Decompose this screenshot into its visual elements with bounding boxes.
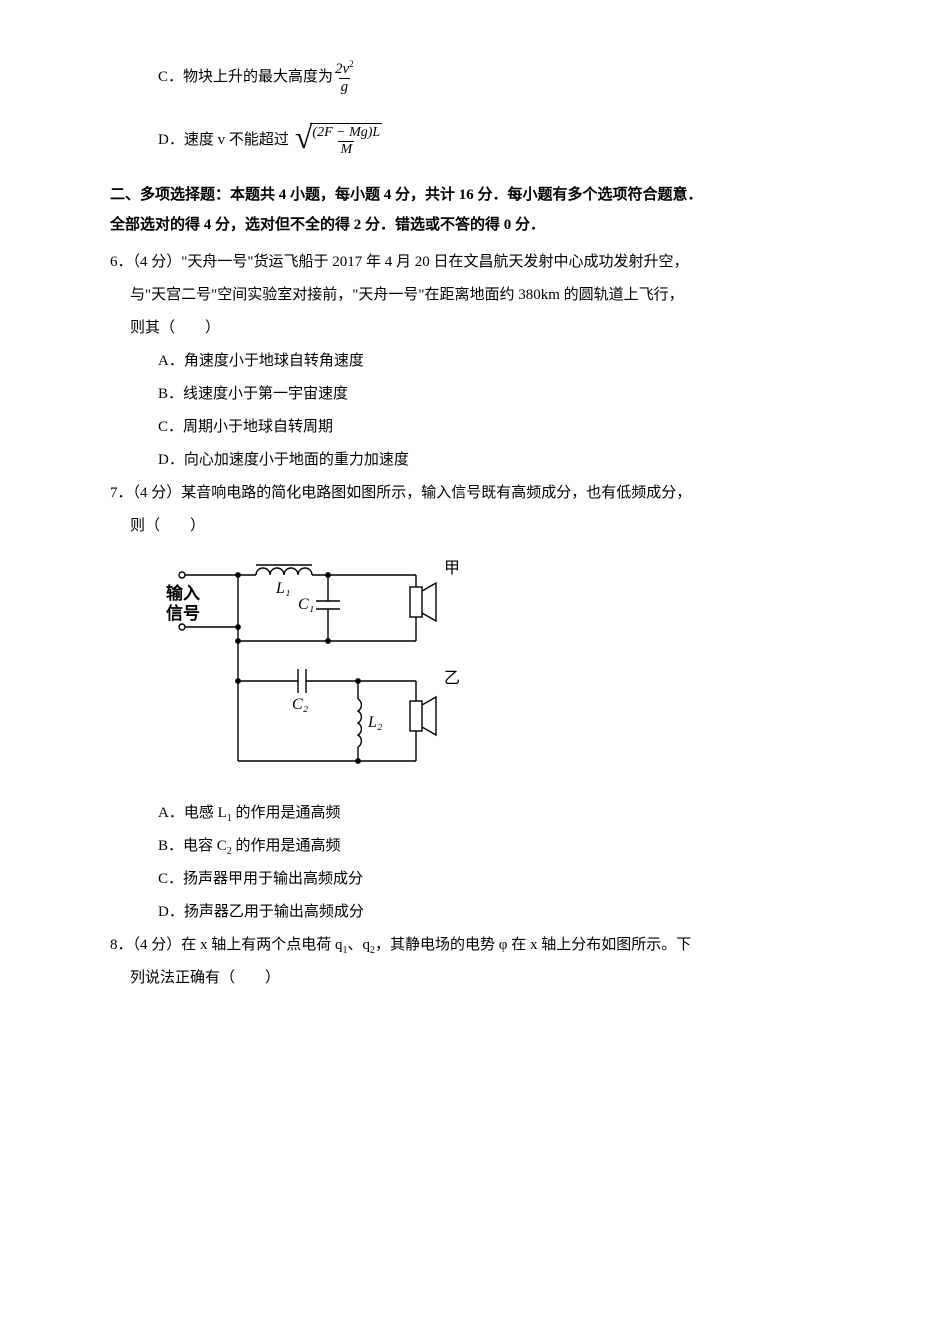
q6-stem-line1: 6．（4 分）"天舟一号"货运飞船于 2017 年 4 月 20 日在文昌航天发…	[162, 246, 860, 279]
q6-option-c: C．周期小于地球自转周期	[158, 411, 860, 444]
q5-c-formula: 2v2 g	[335, 60, 354, 95]
svg-text:L₁: L₁	[275, 580, 290, 597]
circuit-svg: 输入 信号 L₁ C₁ C₂ L₂ 甲 乙	[158, 551, 468, 776]
q7-option-c: C．扬声器甲用于输出高频成分	[158, 863, 860, 896]
q8-stem-line1: 8．（4 分）在 x 轴上有两个点电荷 q1、q2，其静电场的电势 φ 在 x …	[162, 929, 860, 962]
q7-option-d: D．扬声器乙用于输出高频成分	[158, 896, 860, 929]
svg-text:C₂: C₂	[292, 696, 309, 713]
svg-text:L₂: L₂	[367, 714, 383, 731]
q6-stem-line2: 与"天宫二号"空间实验室对接前，"天舟一号"在距离地面约 380km 的圆轨道上…	[130, 279, 860, 312]
q5-d-text: 速度 v 不能超过	[184, 132, 289, 148]
q5-option-c: C．物块上升的最大高度为 2v2 g	[158, 60, 860, 95]
q5-d-label: D．	[158, 132, 184, 148]
q6-option-d: D．向心加速度小于地面的重力加速度	[158, 444, 860, 477]
q6-option-b: B．线速度小于第一宇宙速度	[158, 378, 860, 411]
svg-text:输入: 输入	[166, 583, 200, 603]
q7-option-a: A．电感 L1 的作用是通高频	[158, 797, 860, 830]
svg-text:信号: 信号	[166, 603, 200, 623]
q5-option-d: D．速度 v 不能超过 √ (2F − Mg)L M	[158, 123, 860, 158]
section2-header: 二、多项选择题：本题共 4 小题，每小题 4 分，共计 16 分．每小题有多个选…	[110, 180, 860, 240]
q7-stem-line1: 7．（4 分）某音响电路的简化电路图如图所示，输入信号既有高频成分，也有低频成分…	[162, 477, 860, 510]
q6-option-a: A．角速度小于地球自转角速度	[158, 345, 860, 378]
svg-text:甲: 甲	[444, 560, 460, 577]
svg-text:C₁: C₁	[298, 596, 314, 613]
q5-c-label: C．	[158, 69, 183, 85]
section2-line1: 二、多项选择题：本题共 4 小题，每小题 4 分，共计 16 分．每小题有多个选…	[110, 180, 860, 210]
q6-stem-line3: 则其（ ）	[130, 312, 860, 345]
q5-d-formula: √ (2F − Mg)L M	[295, 123, 382, 158]
svg-text:乙: 乙	[444, 670, 460, 687]
q7-circuit-diagram: 输入 信号 L₁ C₁ C₂ L₂ 甲 乙	[158, 551, 860, 789]
q7-option-b: B．电容 C2 的作用是通高频	[158, 830, 860, 863]
q5-c-text: 物块上升的最大高度为	[183, 69, 333, 85]
q8-stem-line2: 列说法正确有（ ）	[130, 962, 860, 995]
q7-stem-line2: 则（ ）	[130, 510, 860, 543]
section2-line2: 全部选对的得 4 分，选对但不全的得 2 分．错选或不答的得 0 分．	[110, 210, 860, 240]
